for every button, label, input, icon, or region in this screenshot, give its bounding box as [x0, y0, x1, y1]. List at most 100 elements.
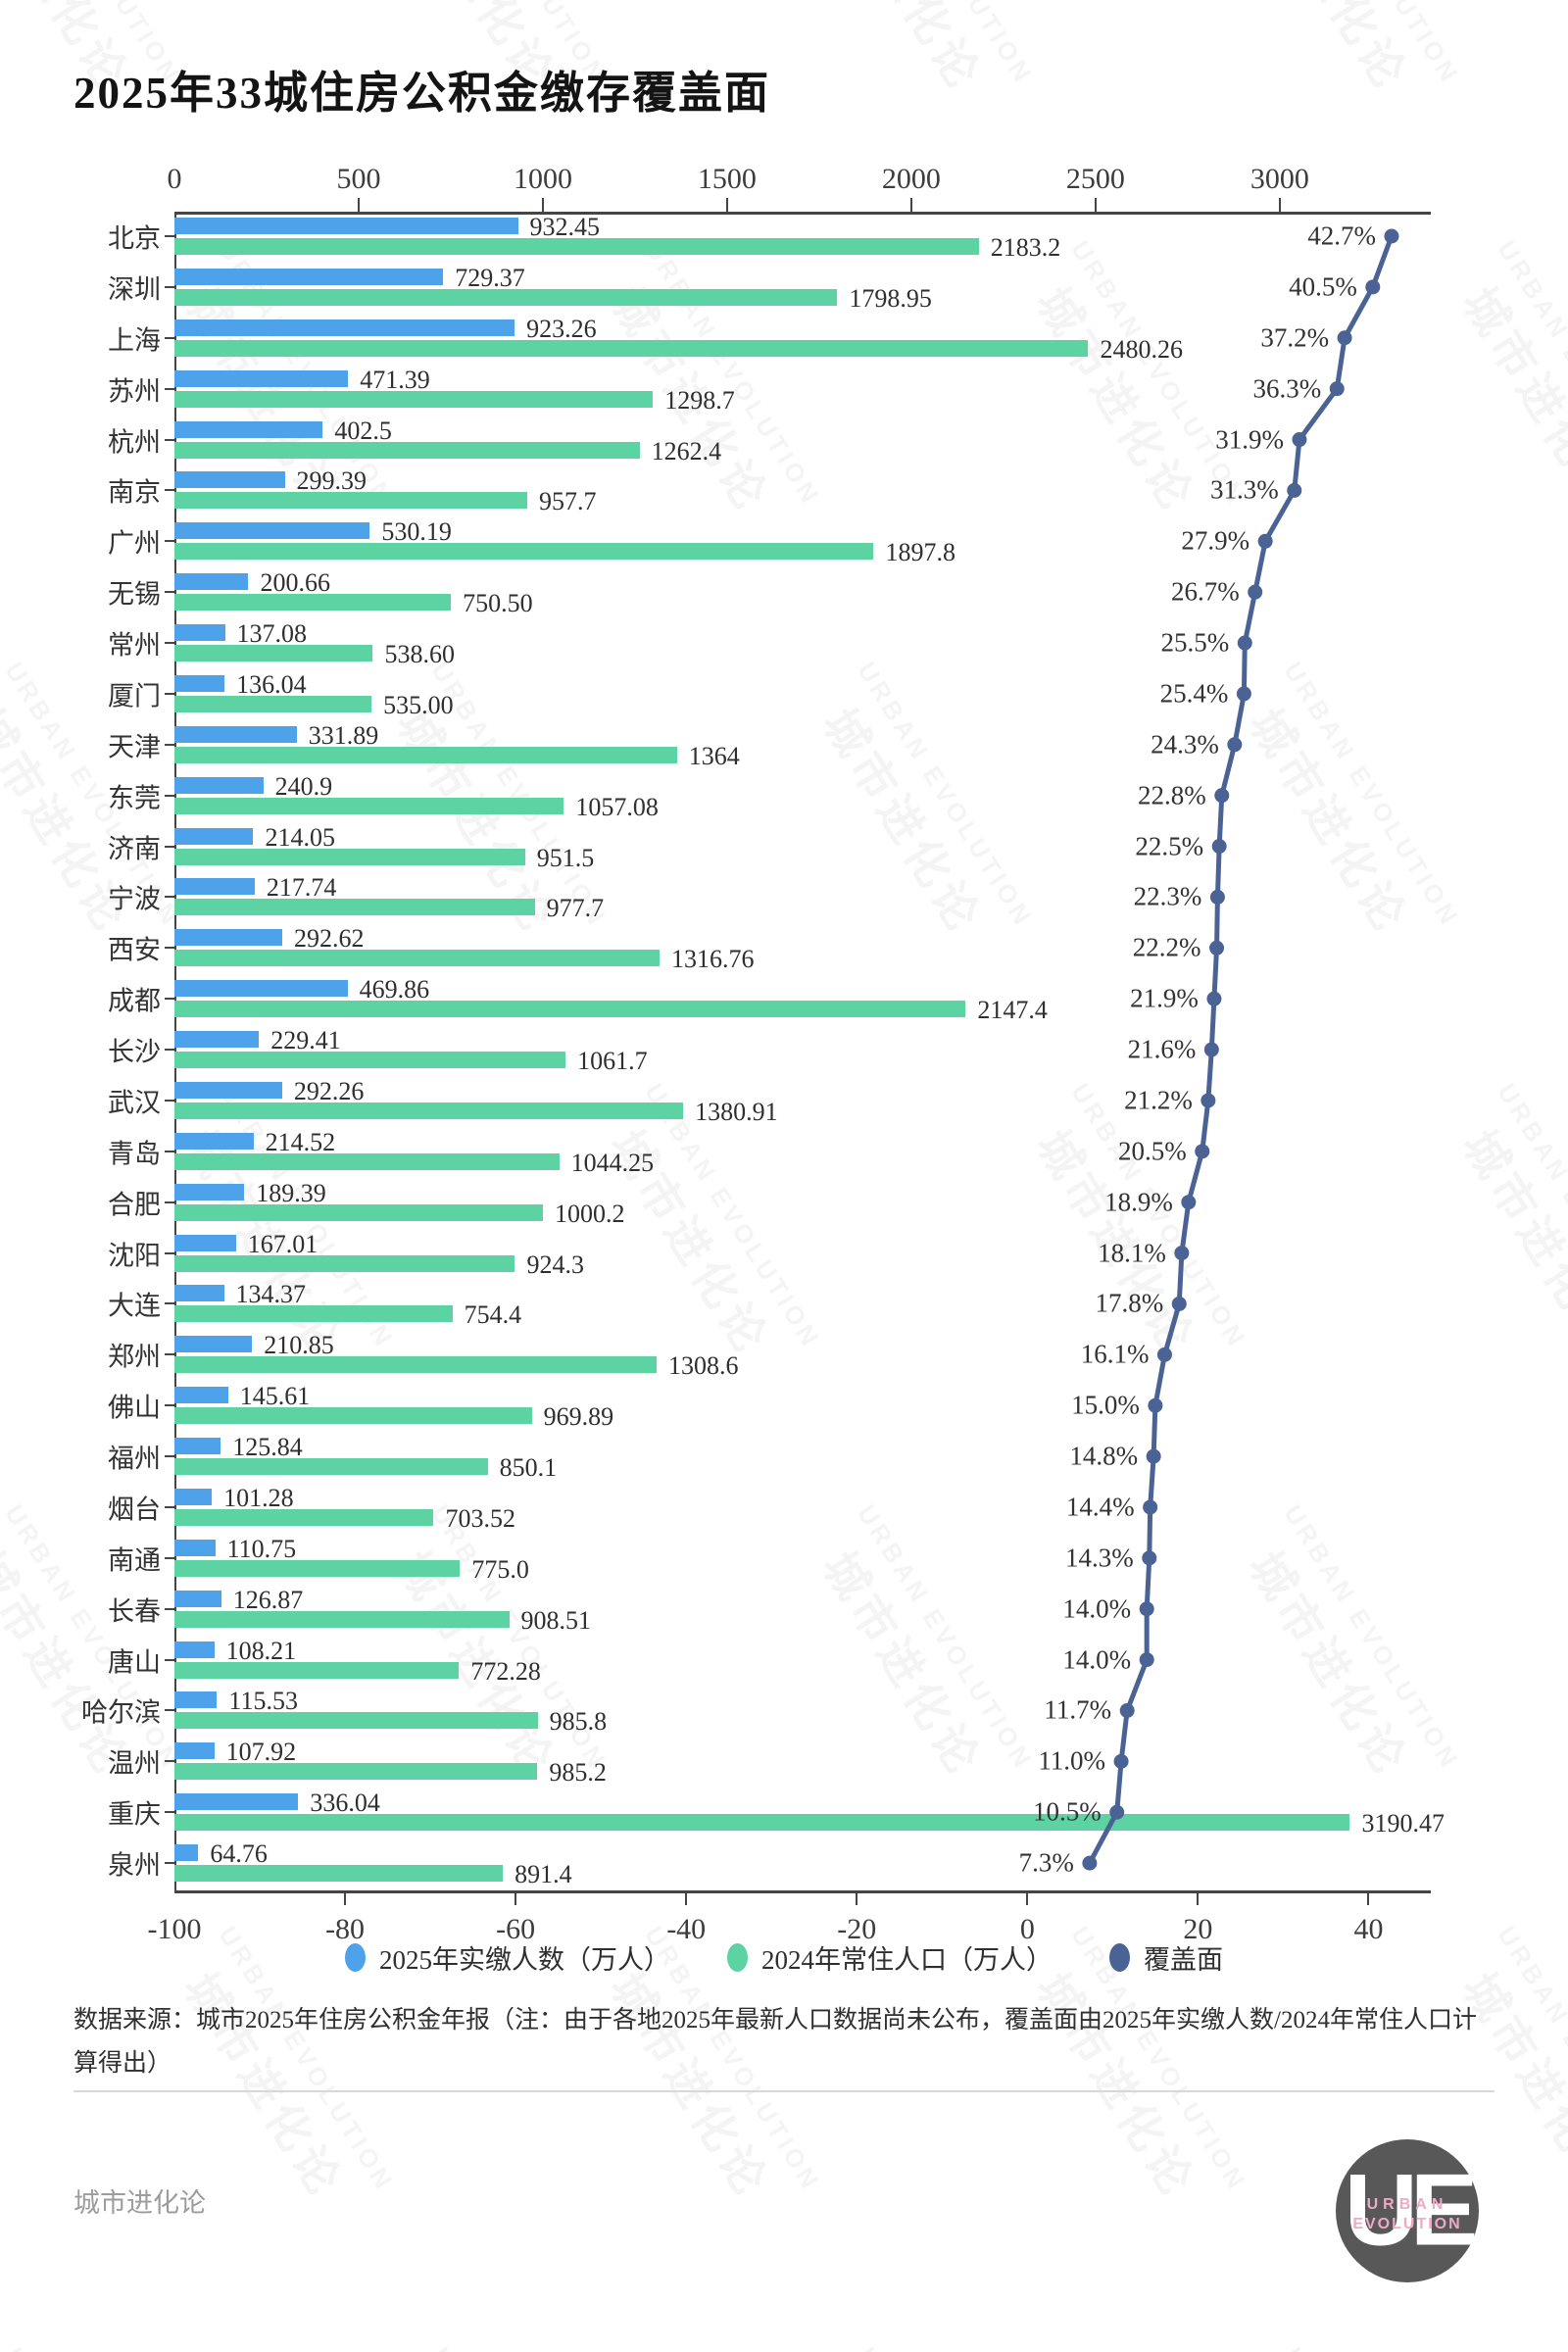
coverage-label: 20.5%	[1118, 1136, 1187, 1166]
paid-bar	[174, 471, 285, 489]
city-tick	[165, 896, 174, 899]
top-axis-tick	[541, 198, 544, 212]
left-axis-spine	[174, 212, 176, 1891]
population-bar	[174, 238, 979, 255]
city-label: 长春	[108, 1596, 161, 1627]
city-label: 天津	[108, 732, 161, 762]
coverage-dot	[1139, 1652, 1154, 1668]
city-label: 济南	[108, 834, 161, 864]
population-bar	[174, 1508, 434, 1526]
paid-bar	[174, 1539, 216, 1556]
coverage-dot	[1156, 1347, 1172, 1362]
city-tick	[165, 1049, 174, 1052]
coverage-label: 11.7%	[1044, 1694, 1112, 1725]
coverage-dot	[1119, 1702, 1135, 1718]
paid-bar	[174, 624, 225, 642]
legend-item: 覆盖面	[1109, 1938, 1223, 1977]
coverage-line	[1087, 233, 1395, 1866]
top-axis-tick-label: 2500	[1065, 163, 1125, 195]
coverage-dot	[1181, 1195, 1197, 1210]
paid-bar	[174, 1387, 228, 1404]
paid-bar	[174, 573, 249, 591]
coverage-dot	[1287, 482, 1302, 498]
top-axis-tick	[1278, 198, 1281, 212]
paid-bar	[174, 1488, 213, 1505]
city-tick	[165, 1455, 174, 1458]
city-label: 佛山	[108, 1393, 161, 1423]
paid-bar	[174, 725, 297, 743]
city-label: 南京	[108, 477, 161, 508]
population-bar	[174, 492, 528, 510]
legend-item: 2025年实缴人数（万人）	[345, 1938, 670, 1977]
paid-bar	[174, 929, 282, 947]
coverage-label: 40.5%	[1289, 271, 1357, 302]
paid-bar	[174, 827, 254, 845]
coverage-label: 17.8%	[1095, 1288, 1164, 1318]
coverage-label: 21.6%	[1127, 1034, 1197, 1064]
population-bar	[174, 1305, 453, 1323]
top-axis-tick	[725, 198, 728, 212]
coverage-label: 15.0%	[1071, 1390, 1140, 1420]
city-label: 唐山	[108, 1647, 161, 1678]
city-label: 沈阳	[108, 1241, 161, 1271]
bottom-axis-tick-label: 0	[1019, 1913, 1035, 1945]
coverage-label: 42.7%	[1307, 220, 1376, 251]
coverage-dot	[1195, 1144, 1210, 1159]
population-bar	[174, 1052, 566, 1069]
city-label: 东莞	[108, 783, 161, 813]
paid-bar	[174, 1031, 260, 1049]
paid-bar	[174, 1844, 199, 1862]
population-bar	[174, 645, 373, 662]
coverage-dot	[1174, 1246, 1190, 1261]
population-bar	[174, 1559, 461, 1577]
top-axis-tick-label: 3000	[1250, 163, 1309, 195]
coverage-dot	[1206, 991, 1222, 1006]
city-label: 杭州	[108, 427, 161, 457]
paid-bar	[174, 1742, 215, 1760]
city-label: 武汉	[108, 1088, 161, 1118]
coverage-label: 24.3%	[1151, 729, 1219, 760]
coverage-dot	[1237, 635, 1252, 651]
logo-caption-line1: URBAN	[1366, 2196, 1448, 2213]
top-axis-line	[174, 212, 1431, 215]
coverage-dot	[1257, 533, 1273, 549]
legend-marker-icon	[727, 1943, 748, 1972]
city-tick	[165, 794, 174, 797]
coverage-line-layer	[1082, 228, 1399, 1871]
coverage-dot	[1292, 432, 1307, 448]
paid-bar	[174, 1081, 282, 1099]
top-axis-tick-label: 0	[167, 163, 182, 195]
population-bar	[174, 950, 661, 967]
city-tick	[165, 1200, 174, 1203]
city-label: 福州	[108, 1444, 161, 1474]
top-axis-tick	[1094, 198, 1097, 212]
bottom-axis-tick-label: 20	[1183, 1913, 1213, 1945]
population-bar	[174, 1661, 460, 1679]
coverage-dot	[1113, 1753, 1129, 1769]
city-tick	[165, 1709, 174, 1712]
coverage-dot	[1211, 839, 1227, 855]
city-label: 北京	[108, 223, 161, 254]
city-label: 苏州	[108, 376, 161, 407]
paid-bar	[174, 522, 370, 540]
paid-bar	[174, 674, 225, 692]
city-label: 广州	[108, 528, 161, 559]
bottom-axis-tick-label: -100	[147, 1913, 202, 1945]
city-tick	[165, 1302, 174, 1305]
top-axis-tick-label: 1000	[513, 163, 572, 195]
bottom-axis-tick-label: -60	[496, 1913, 536, 1945]
paid-bar	[174, 1234, 236, 1251]
bottom-axis-tick	[344, 1893, 347, 1905]
legend-marker-icon	[345, 1943, 366, 1972]
city-tick	[165, 1251, 174, 1254]
city-label: 大连	[108, 1291, 161, 1321]
brand-name: 城市进化论	[74, 2188, 206, 2218]
city-tick	[165, 947, 174, 950]
population-bar	[174, 1254, 515, 1272]
bottom-axis-tick	[514, 1893, 517, 1905]
